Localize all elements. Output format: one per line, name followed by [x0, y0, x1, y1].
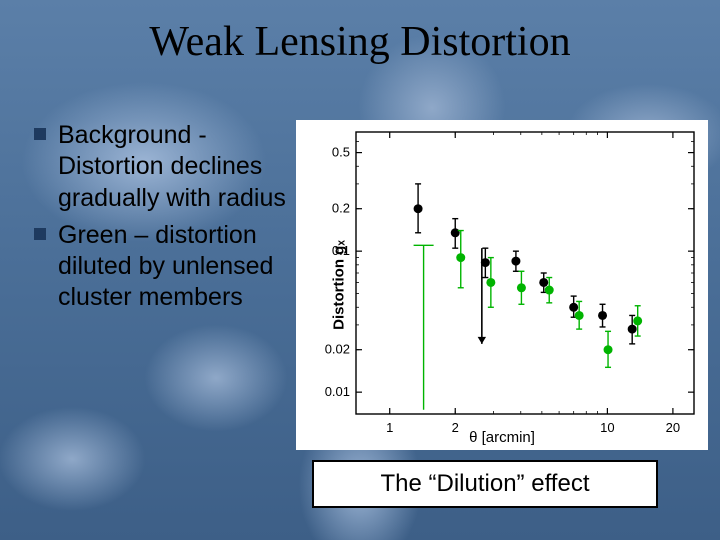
bullet-item: Background - Distortion declines gradual…: [34, 120, 294, 214]
svg-text:0.01: 0.01: [325, 384, 350, 399]
chart-svg: 0.010.020.10.20.5121020: [296, 120, 708, 450]
caption-text: The “Dilution” effect: [381, 470, 590, 498]
slide-root: Weak Lensing Distortion Background - Dis…: [0, 0, 720, 540]
slide-title: Weak Lensing Distortion: [0, 18, 720, 66]
distortion-chart: 0.010.020.10.20.5121020 Distortion gₓ θ …: [296, 120, 708, 450]
chart-ylabel: Distortion gₓ: [330, 240, 347, 330]
bullet-text: Green – distortion diluted by unlensed c…: [58, 220, 294, 314]
bullet-item: Green – distortion diluted by unlensed c…: [34, 220, 294, 314]
svg-text:0.5: 0.5: [332, 145, 350, 160]
chart-xlabel: θ [arcmin]: [296, 429, 708, 446]
caption-box: The “Dilution” effect: [312, 460, 658, 508]
svg-text:0.02: 0.02: [325, 342, 350, 357]
svg-text:0.2: 0.2: [332, 201, 350, 216]
bullet-list: Background - Distortion declines gradual…: [34, 120, 294, 320]
bullet-text: Background - Distortion declines gradual…: [58, 120, 294, 214]
square-bullet-icon: [34, 128, 46, 140]
square-bullet-icon: [34, 228, 46, 240]
